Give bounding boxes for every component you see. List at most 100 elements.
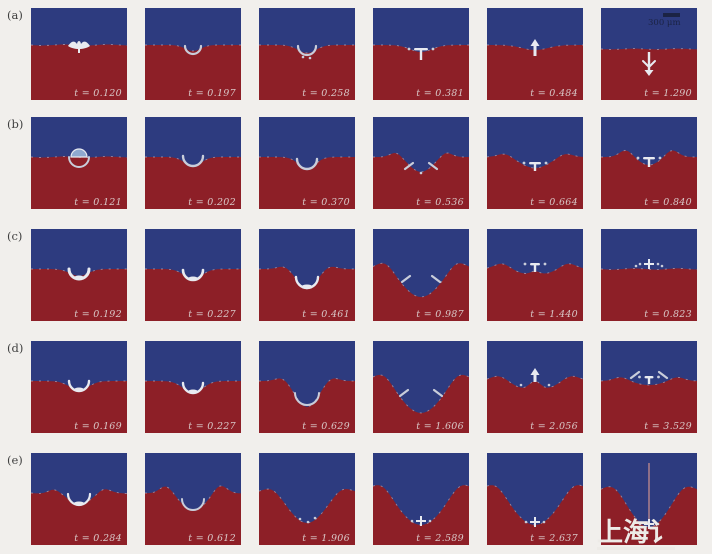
panel-a3: t = 0.258 [259, 8, 355, 100]
crater-glyph [183, 44, 203, 56]
crater-glyph [67, 379, 91, 393]
time-label: t = 1.440 [530, 308, 578, 320]
dots-glyph [519, 383, 551, 387]
panel-d3: t = 0.629 [259, 341, 355, 433]
time-label: t = 0.202 [188, 196, 236, 208]
panel-image [487, 117, 583, 209]
crater-glyph [181, 498, 205, 511]
cross-glyph [410, 516, 432, 526]
panel-image [601, 341, 697, 433]
panel-image [259, 229, 355, 321]
panel-image [145, 453, 241, 545]
time-label: t = 0.121 [74, 196, 122, 208]
time-label: t = 0.169 [74, 420, 122, 432]
crater-glyph [294, 392, 320, 406]
panel-image [487, 8, 583, 100]
time-label: t = 0.370 [302, 196, 350, 208]
jett-glyph [636, 156, 662, 167]
panel-d1: t = 0.169 [31, 341, 127, 433]
dots-glyph [298, 516, 317, 524]
time-label: t = 0.484 [530, 87, 578, 99]
panel-image [601, 453, 697, 545]
panel-e3: t = 1.906 [259, 453, 355, 545]
time-label: t = 0.664 [530, 196, 578, 208]
time-label: t = 0.987 [416, 308, 464, 320]
panel-image [601, 229, 697, 321]
time-label: t = 2.589 [416, 532, 464, 544]
panel-image [145, 229, 241, 321]
row-label-e: (e) [7, 453, 23, 467]
panel-c4: t = 0.987 [373, 229, 469, 321]
crater-glyph [295, 157, 319, 171]
panel-c5: t = 1.440 [487, 229, 583, 321]
time-label: t = 0.536 [416, 196, 464, 208]
panel-image [487, 229, 583, 321]
panel-b1: t = 0.121 [31, 117, 127, 209]
panel-e2: t = 0.612 [145, 453, 241, 545]
panel-image [259, 117, 355, 209]
panel-image [145, 8, 241, 100]
panel-a5: t = 0.484 [487, 8, 583, 100]
crater-glyph [181, 381, 205, 395]
panel-image [487, 453, 583, 545]
panel-c2: t = 0.227 [145, 229, 241, 321]
time-label: t = 0.120 [74, 87, 122, 99]
scale-bar-label: 300 μm [648, 18, 681, 28]
cross-glyph [638, 259, 660, 269]
panel-image [373, 8, 469, 100]
dots-glyph [634, 264, 664, 268]
row-label-b: (b) [7, 117, 24, 131]
panel-b3: t = 0.370 [259, 117, 355, 209]
panel-e5: t = 2.637 [487, 453, 583, 545]
crater-glyph [296, 44, 318, 57]
time-label: t = 0.284 [74, 532, 122, 544]
panel-image [373, 117, 469, 209]
time-label: t = 2.056 [530, 420, 578, 432]
panel-image [601, 117, 697, 209]
panel-image [601, 8, 697, 100]
time-label: t = 2.637 [530, 532, 578, 544]
jett-glyph [407, 47, 435, 60]
crater-glyph [67, 267, 91, 281]
jetline-glyph [648, 463, 650, 525]
time-label: t = 0.227 [188, 308, 236, 320]
panel-image [259, 341, 355, 433]
jetup-glyph [530, 39, 540, 56]
jett-glyph [522, 161, 548, 171]
panel-image [373, 229, 469, 321]
jett-glyph [638, 375, 660, 384]
panel-a6: 300 μm t = 1.290 [601, 8, 697, 100]
row-label-a: (a) [7, 8, 23, 22]
panel-image [31, 8, 127, 100]
panel-a4: t = 0.381 [373, 8, 469, 100]
time-label: t = 1.906 [302, 532, 350, 544]
splash-glyph [68, 41, 90, 53]
panel-image [31, 453, 127, 545]
cross-glyph [524, 517, 546, 527]
time-label: t = 0.258 [302, 87, 350, 99]
time-label: t = 0.840 [644, 196, 692, 208]
dashes-glyph [629, 370, 669, 380]
row-label-c: (c) [7, 229, 23, 243]
crater-glyph [294, 275, 320, 290]
scale-bar [663, 13, 680, 17]
panel-b6: t = 0.840 [601, 117, 697, 209]
panel-a1: t = 0.120 [31, 8, 127, 100]
panel-image [31, 341, 127, 433]
panel-image [145, 117, 241, 209]
panel-e1: t = 0.284 [31, 453, 127, 545]
panel-image [259, 8, 355, 100]
panel-a2: t = 0.197 [145, 8, 241, 100]
time-label: t = 0.629 [302, 420, 350, 432]
time-label: t = 0.612 [188, 532, 236, 544]
panel-image [145, 341, 241, 433]
time-label: t = 1.290 [644, 87, 692, 99]
panel-c1: t = 0.192 [31, 229, 127, 321]
time-label: t = 0.197 [188, 87, 236, 99]
panel-c3: t = 0.461 [259, 229, 355, 321]
panel-b4: t = 0.536 [373, 117, 469, 209]
panel-image [31, 229, 127, 321]
panel-d6: t = 3.529 [601, 341, 697, 433]
time-label: t = 3.529 [644, 420, 692, 432]
